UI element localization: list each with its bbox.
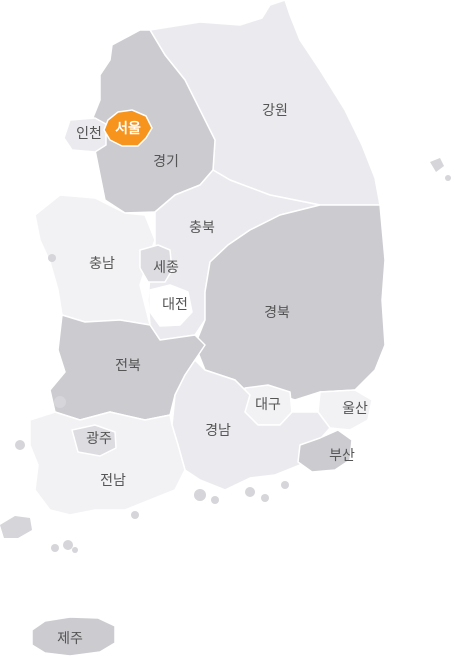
region-jeonnam[interactable] <box>29 411 186 516</box>
region-seoul[interactable] <box>103 109 153 147</box>
region-incheon[interactable] <box>63 117 107 153</box>
region-gwangju[interactable] <box>71 424 117 457</box>
region-sejong[interactable] <box>139 244 173 283</box>
region-chungnam[interactable] <box>34 194 156 326</box>
region-daejeon[interactable] <box>149 284 193 327</box>
region-jeju[interactable] <box>31 616 116 657</box>
islands <box>0 158 451 553</box>
region-busan[interactable] <box>297 429 353 473</box>
